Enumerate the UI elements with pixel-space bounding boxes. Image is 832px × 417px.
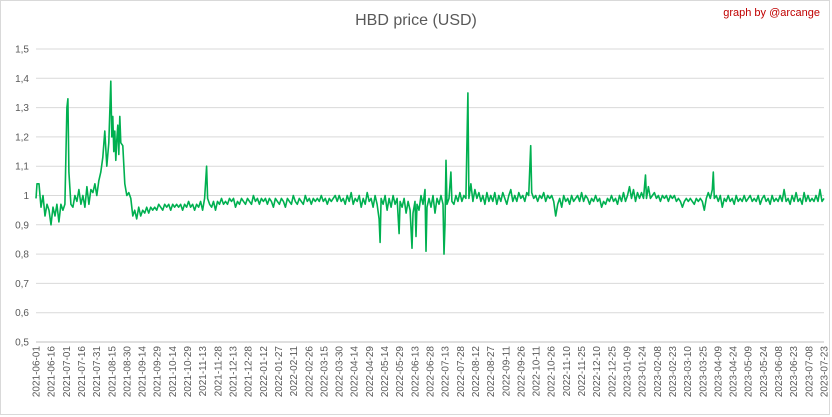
x-tick-label: 2022-11-10	[562, 346, 573, 397]
chart-credit: graph by @arcange	[723, 7, 820, 19]
x-tick-label: 2023-03-25	[698, 346, 709, 398]
series-group	[35, 80, 825, 255]
x-tick-label: 2023-06-23	[789, 346, 800, 398]
x-tick-label: 2021-12-28	[244, 346, 255, 398]
x-tick-label: 2022-01-27	[274, 346, 285, 398]
y-tick-label: 0,8	[15, 250, 29, 261]
x-tick-label: 2022-10-11	[532, 346, 543, 397]
x-tick-label: 2022-06-13	[410, 346, 421, 398]
x-tick-label: 2022-08-27	[486, 346, 497, 398]
x-tick-label: 2022-07-13	[441, 346, 452, 398]
x-tick-label: 2023-02-08	[653, 346, 664, 398]
series-line	[35, 80, 825, 255]
x-tick-label: 2021-10-29	[183, 346, 194, 398]
x-tick-label: 2022-01-12	[259, 346, 270, 398]
x-tick-label: 2021-09-14	[138, 346, 149, 398]
x-tick-label: 2023-01-09	[623, 346, 634, 398]
x-tick-label: 2022-09-11	[501, 346, 512, 397]
chart-title: HBD price (USD)	[355, 12, 477, 29]
y-tick-label: 1,1	[15, 162, 29, 173]
x-tick-label: 2022-07-28	[456, 346, 467, 398]
x-tick-label: 2023-06-08	[774, 346, 785, 398]
x-tick-label: 2023-01-24	[638, 346, 649, 398]
x-tick-label: 2023-02-23	[668, 346, 679, 398]
y-tick-label: 0,6	[15, 308, 29, 319]
x-tick-label: 2022-09-26	[516, 346, 527, 398]
y-tick-label: 0,5	[15, 338, 29, 349]
y-tick-label: 0,7	[15, 279, 29, 290]
y-tick-label: 1,5	[15, 45, 29, 56]
x-tick-label: 2023-04-09	[713, 346, 724, 398]
x-tick-label: 2022-02-26	[304, 346, 315, 398]
y-tick-label: 1	[23, 191, 29, 202]
x-tick-label: 2023-05-09	[744, 346, 755, 398]
x-tick-label: 2023-07-08	[804, 346, 815, 398]
y-axis-tick-labels: 0,5 0,6 0,7 0,8 0,9 1 1,1 1,2 1,3 1,4 1,5	[15, 45, 29, 349]
x-tick-label: 2022-06-28	[426, 346, 437, 398]
x-tick-label: 2023-04-24	[729, 346, 740, 398]
x-tick-label: 2023-05-24	[759, 346, 770, 398]
x-tick-label: 2022-05-29	[395, 346, 406, 398]
x-tick-label: 2022-12-10	[592, 346, 603, 398]
x-tick-label: 2022-11-25	[577, 346, 588, 397]
x-tick-label: 2021-06-16	[47, 346, 58, 398]
x-tick-label: 2022-02-11	[289, 346, 300, 397]
x-tick-label: 2022-08-12	[471, 346, 482, 398]
x-tick-label: 2023-03-10	[683, 346, 694, 398]
x-tick-label: 2022-10-26	[547, 346, 558, 398]
x-tick-label: 2021-10-14	[168, 346, 179, 398]
y-tick-label: 1,4	[15, 74, 29, 85]
x-tick-label: 2022-04-29	[365, 346, 376, 398]
x-tick-label: 2021-11-28	[213, 346, 224, 397]
x-tick-label: 2023-07-23	[820, 346, 831, 398]
x-tick-label: 2021-08-30	[122, 346, 133, 398]
x-tick-label: 2022-05-14	[380, 346, 391, 398]
x-tick-label: 2021-07-31	[92, 346, 103, 398]
x-tick-label: 2021-07-01	[62, 346, 73, 398]
x-tick-label: 2021-07-16	[77, 346, 88, 398]
gridlines	[36, 48, 824, 343]
x-tick-label: 2022-03-15	[319, 346, 330, 398]
x-tick-label: 2021-09-29	[153, 346, 164, 398]
y-tick-label: 0,9	[15, 220, 29, 231]
x-tick-label: 2021-06-01	[32, 346, 43, 398]
x-tick-label: 2022-04-14	[350, 346, 361, 398]
y-tick-label: 1,3	[15, 103, 29, 114]
y-tick-label: 1,2	[15, 132, 29, 143]
x-tick-label: 2021-08-15	[107, 346, 118, 398]
x-tick-label: 2021-11-13	[198, 346, 209, 397]
x-axis-tick-labels: 2021-06-01 2021-06-16 2021-07-01 2021-07-16…	[32, 346, 831, 398]
x-tick-label: 2021-12-13	[229, 346, 240, 398]
x-tick-label: 2022-03-30	[335, 346, 346, 398]
x-tick-label: 2022-12-25	[607, 346, 618, 398]
